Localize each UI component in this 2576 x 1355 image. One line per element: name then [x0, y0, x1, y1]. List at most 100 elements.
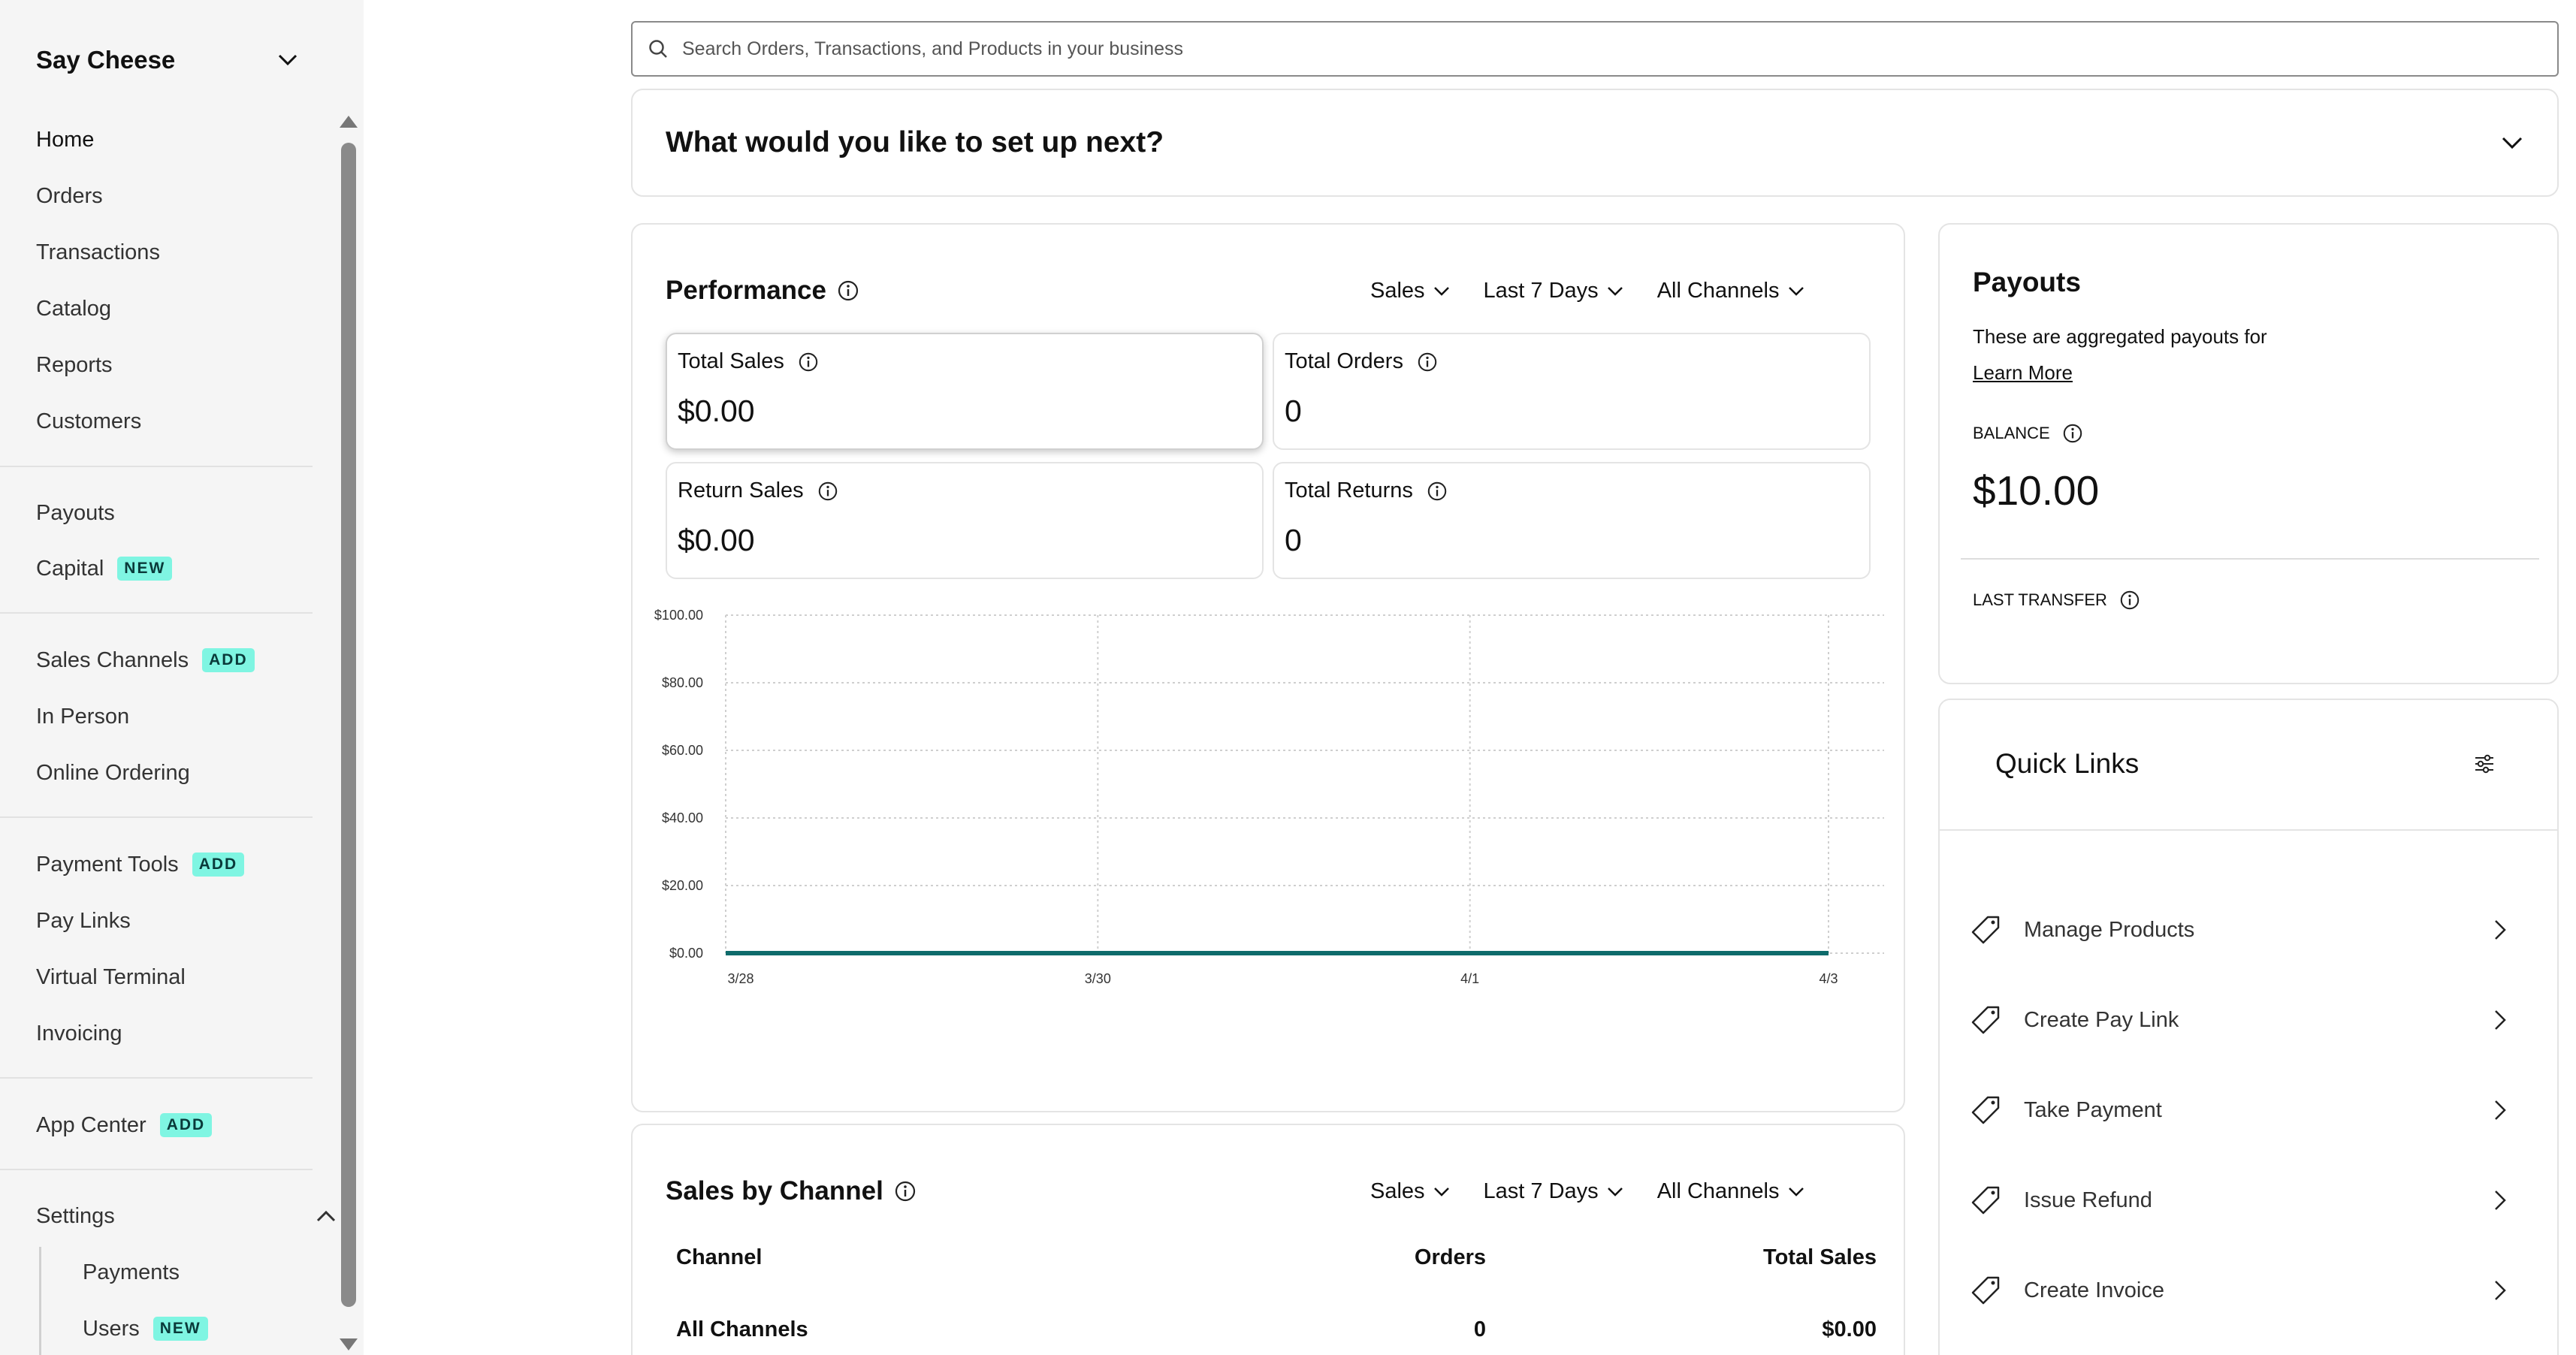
- quick-link-label: Issue Refund: [2024, 1188, 2152, 1212]
- chevron-up-icon: [316, 1210, 336, 1222]
- range-dropdown[interactable]: Last 7 Days: [1484, 1179, 1624, 1204]
- info-icon[interactable]: [1417, 352, 1438, 373]
- metric-card-total-sales[interactable]: Total Sales $0.00: [666, 333, 1264, 450]
- tag-icon: [1971, 1186, 2000, 1215]
- metric-dropdown[interactable]: Sales: [1370, 279, 1451, 303]
- sidebar-item-label: Reports: [36, 352, 113, 377]
- learn-more-link[interactable]: Learn More: [1973, 361, 2073, 384]
- search-bar[interactable]: [631, 21, 2559, 77]
- quick-link-create-pay-link[interactable]: Create Pay Link: [1970, 997, 2508, 1043]
- chevron-down-icon: [278, 54, 297, 66]
- sidebar-item-invoicing[interactable]: Invoicing: [36, 1019, 122, 1049]
- column-header-channel: Channel: [676, 1245, 763, 1269]
- x-tick-label: 4/1: [1460, 971, 1479, 986]
- sidebar: Say Cheese Home Orders Transactions Cata…: [0, 0, 364, 1355]
- sidebar-item-label: In Person: [36, 704, 130, 729]
- x-tick-label: 4/3: [1819, 971, 1838, 986]
- channel-dropdown[interactable]: All Channels: [1657, 1179, 1805, 1204]
- column-header-total-sales: Total Sales: [1763, 1245, 1877, 1269]
- sidebar-item-pay-links[interactable]: Pay Links: [36, 906, 131, 936]
- settings-sliders-icon[interactable]: [2473, 753, 2496, 775]
- info-icon[interactable]: [2119, 590, 2140, 611]
- sidebar-item-sales-channels[interactable]: Sales Channels ADD: [36, 645, 255, 675]
- sidebar-item-capital[interactable]: Capital NEW: [36, 554, 173, 584]
- sidebar-divider: [0, 1077, 313, 1079]
- metric-dropdown[interactable]: Sales: [1370, 1179, 1451, 1204]
- quick-link-label: Manage Products: [2024, 917, 2195, 942]
- chevron-down-icon[interactable]: [2500, 135, 2524, 150]
- quick-links-card: Quick Links: [1938, 699, 2559, 1355]
- sidebar-item-payments[interactable]: Payments: [83, 1257, 180, 1287]
- chevron-down-icon: [1433, 1187, 1449, 1197]
- sidebar-divider: [0, 816, 313, 818]
- sidebar-item-online-ordering[interactable]: Online Ordering: [36, 758, 190, 788]
- metric-card-total-returns[interactable]: Total Returns 0: [1273, 462, 1871, 579]
- sidebar-divider: [0, 1169, 313, 1170]
- sidebar-item-settings[interactable]: Settings: [36, 1201, 337, 1231]
- chevron-right-icon: [2495, 1281, 2506, 1300]
- sidebar-item-users[interactable]: Users NEW: [83, 1314, 208, 1344]
- sidebar-item-payouts[interactable]: Payouts: [36, 498, 115, 528]
- setup-title: What would you like to set up next?: [666, 126, 1164, 158]
- sidebar-item-app-center[interactable]: App Center ADD: [36, 1110, 213, 1140]
- sidebar-item-label: Payments: [83, 1260, 180, 1284]
- payouts-card: Payouts These are aggregated payouts for…: [1938, 223, 2559, 684]
- y-tick-label: $40.00: [662, 810, 703, 825]
- quick-link-take-payment[interactable]: Take Payment: [1970, 1088, 2508, 1133]
- chevron-right-icon: [2495, 920, 2506, 940]
- business-name: Say Cheese: [36, 46, 176, 74]
- dropdown-label: Sales: [1370, 279, 1425, 303]
- add-badge: ADD: [159, 1113, 213, 1137]
- sidebar-item-transactions[interactable]: Transactions: [36, 237, 160, 267]
- x-tick-label: 3/30: [1085, 971, 1111, 986]
- info-icon[interactable]: [837, 279, 859, 302]
- payouts-divider: [1961, 558, 2539, 560]
- scroll-up-arrow[interactable]: [340, 116, 358, 128]
- sidebar-item-virtual-terminal[interactable]: Virtual Terminal: [36, 962, 186, 992]
- sidebar-scrollbar[interactable]: [341, 143, 356, 1307]
- sidebar-item-catalog[interactable]: Catalog: [36, 294, 111, 324]
- sidebar-item-in-person[interactable]: In Person: [36, 702, 129, 732]
- info-icon[interactable]: [798, 352, 819, 373]
- info-icon[interactable]: [1427, 481, 1448, 502]
- info-icon[interactable]: [817, 481, 838, 502]
- search-input[interactable]: [682, 38, 2485, 60]
- sidebar-item-label: Online Ordering: [36, 760, 190, 785]
- quick-link-manage-products[interactable]: Manage Products: [1970, 907, 2508, 952]
- info-icon[interactable]: [894, 1180, 917, 1203]
- metric-card-total-orders[interactable]: Total Orders 0: [1273, 333, 1871, 450]
- chevron-down-icon: [1607, 286, 1623, 296]
- performance-card: Performance Sales Last 7 Days All Channe…: [631, 223, 1905, 1112]
- sidebar-item-home[interactable]: Home: [36, 125, 94, 155]
- chevron-down-icon: [1607, 1187, 1623, 1197]
- quick-link-issue-refund[interactable]: Issue Refund: [1970, 1178, 2508, 1223]
- metric-label: Total Sales: [678, 349, 784, 373]
- performance-title: Performance: [666, 276, 826, 305]
- sidebar-item-reports[interactable]: Reports: [36, 350, 113, 380]
- balance-value: $10.00: [1973, 467, 2100, 514]
- setup-card[interactable]: What would you like to set up next?: [631, 89, 2559, 197]
- quick-link-label: Take Payment: [2024, 1097, 2162, 1122]
- business-switcher[interactable]: Say Cheese: [36, 44, 299, 77]
- chevron-down-icon: [1788, 1187, 1804, 1197]
- chevron-down-icon: [1788, 286, 1804, 296]
- sidebar-item-customers[interactable]: Customers: [36, 406, 141, 436]
- orders-cell: 0: [1473, 1317, 1486, 1341]
- sidebar-item-label: Payouts: [36, 500, 115, 525]
- range-dropdown[interactable]: Last 7 Days: [1484, 279, 1624, 303]
- sidebar-item-payment-tools[interactable]: Payment Tools ADD: [36, 850, 245, 880]
- sidebar-item-label: Settings: [36, 1203, 115, 1228]
- metric-label: Total Returns: [1285, 478, 1413, 502]
- tag-icon: [1971, 1276, 2000, 1305]
- channel-dropdown[interactable]: All Channels: [1657, 279, 1805, 303]
- dropdown-label: All Channels: [1656, 1179, 1780, 1203]
- scroll-down-arrow[interactable]: [340, 1338, 358, 1350]
- info-icon[interactable]: [2062, 423, 2083, 444]
- quick-link-create-invoice[interactable]: Create Invoice: [1970, 1268, 2508, 1313]
- sidebar-divider: [0, 466, 313, 467]
- sales-by-channel-title: Sales by Channel: [666, 1176, 883, 1206]
- metric-value: 0: [1285, 523, 1302, 557]
- sales-by-channel-filters: Sales Last 7 Days All Channels: [1370, 1179, 1805, 1204]
- metric-card-return-sales[interactable]: Return Sales $0.00: [666, 462, 1264, 579]
- sidebar-item-orders[interactable]: Orders: [36, 181, 103, 211]
